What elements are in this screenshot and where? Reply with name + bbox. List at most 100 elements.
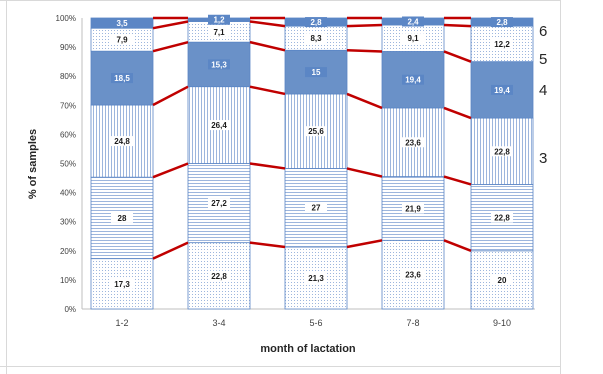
trend-line-segment [346, 167, 383, 178]
data-label-background [208, 120, 230, 131]
data-label: 26,4 [211, 121, 227, 130]
data-label-background [402, 33, 424, 44]
right-label-5: 5 [539, 51, 547, 68]
data-label: 22,8 [494, 147, 510, 156]
y-tick-label: 80% [60, 72, 76, 81]
x-tick-labels: 1-2 3-4 5-6 7-8 9-10 [115, 318, 511, 328]
data-label: 12,2 [494, 40, 510, 49]
y-tick-label: 60% [60, 130, 76, 139]
data-label: 24,8 [114, 137, 130, 146]
x-tick-label: 5-6 [309, 318, 322, 328]
data-labels: 17,3 22,8 21,3 23,6 20 28 27,2 27 21,9 22,8 24,8 26… [111, 14, 513, 289]
x-tick-label: 1-2 [115, 318, 128, 328]
data-label-background [305, 202, 327, 213]
y-axis-title: % of samples [27, 129, 39, 199]
data-label-background [491, 84, 513, 95]
data-label-background [111, 18, 133, 29]
data-label: 25,6 [308, 127, 324, 136]
y-tick-label: 30% [60, 218, 76, 227]
data-label-background [111, 212, 133, 223]
data-label-background [491, 212, 513, 223]
data-label-background [402, 137, 424, 148]
x-tick-label: 3-4 [212, 318, 225, 328]
data-label: 27 [312, 204, 321, 213]
data-label: 19,4 [494, 86, 510, 95]
data-label: 23,6 [405, 271, 421, 280]
data-label-background [491, 274, 513, 285]
bar-segment [187, 41, 251, 88]
data-label: 1,2 [213, 16, 225, 25]
data-label-background [208, 14, 230, 25]
trend-line-segment [443, 50, 472, 63]
frame-bottom-border [0, 366, 560, 367]
bar-segment [381, 24, 445, 52]
right-label-4: 4 [539, 82, 547, 99]
data-label: 23,6 [405, 138, 421, 147]
data-label-background [305, 17, 327, 28]
data-label-background [491, 146, 513, 157]
data-label-background [402, 16, 424, 27]
data-label: 8,3 [310, 34, 322, 43]
data-label-background [111, 278, 133, 289]
data-label: 27,2 [211, 199, 227, 208]
data-label-background [208, 270, 230, 281]
frame-top-border [0, 0, 560, 1]
data-label: 7,1 [213, 28, 225, 37]
data-label-background [305, 67, 327, 78]
y-tick-label: 40% [60, 189, 76, 198]
x-tick-label: 9-10 [493, 318, 511, 328]
trend-line-segment [249, 40, 286, 52]
trend-line-segment [249, 20, 286, 28]
x-axis-title: month of lactation [260, 343, 356, 355]
data-label: 17,3 [114, 280, 130, 289]
y-tick-label: 90% [60, 43, 76, 52]
frame-left-border [6, 0, 7, 374]
data-label: 20 [498, 276, 507, 285]
data-label: 19,4 [405, 76, 421, 85]
trend-line-segment [152, 241, 189, 260]
data-label: 22,8 [494, 214, 510, 223]
data-label-background [208, 59, 230, 70]
right-label-6: 6 [539, 23, 547, 40]
data-label-background [402, 74, 424, 85]
data-label: 21,3 [308, 274, 324, 283]
trend-line-segment [443, 175, 472, 186]
data-label-background [111, 34, 133, 45]
trend-line-segment [346, 92, 383, 110]
data-label: 18,5 [114, 74, 130, 83]
data-label: 28 [118, 214, 127, 223]
trend-line-segment [443, 23, 472, 28]
trend-line-segment [443, 106, 472, 120]
data-label: 22,8 [211, 272, 227, 281]
trend-line-segment [249, 162, 286, 170]
data-label-background [402, 269, 424, 280]
y-tick-labels: 0% 10% 20% 30% 40% 50% 60% 70% 80% 90% 100% [56, 14, 76, 314]
data-label: 9,1 [407, 34, 419, 43]
y-tick-label: 20% [60, 247, 76, 256]
frame-right-border [560, 0, 561, 374]
trend-line-segment [152, 162, 189, 179]
data-label: 2,4 [407, 17, 419, 26]
data-label-background [491, 38, 513, 49]
data-label-background [305, 33, 327, 44]
y-tick-label: 10% [60, 276, 76, 285]
trend-line-segment [152, 40, 189, 53]
trend-line-segment [152, 85, 189, 107]
data-label-background [111, 73, 133, 84]
data-label-background [402, 203, 424, 214]
trend-line-segment [346, 239, 383, 249]
data-label-background [305, 126, 327, 137]
data-label-background [305, 273, 327, 284]
y-tick-label: 0% [64, 305, 76, 314]
trend-line-segment [346, 49, 383, 53]
data-label: 2,8 [310, 18, 322, 27]
y-tick-label: 100% [56, 14, 76, 23]
data-label: 15,3 [211, 60, 227, 69]
data-label: 15 [312, 68, 321, 77]
data-label: 2,8 [496, 18, 508, 27]
trend-line-segment [443, 239, 472, 252]
y-tick-label: 50% [60, 160, 76, 169]
trend-line-segment [249, 85, 286, 96]
